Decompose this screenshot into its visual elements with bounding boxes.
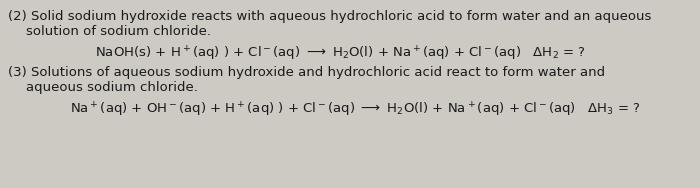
Text: (2) Solid sodium hydroxide reacts with aqueous hydrochloric acid to form water a: (2) Solid sodium hydroxide reacts with a… [8,10,652,23]
Text: aqueous sodium chloride.: aqueous sodium chloride. [26,81,198,94]
Text: Na$^+$(aq) + OH$^-$(aq) + H$^+$(aq) ) + Cl$^-$(aq) $\longrightarrow$ H$_2$O(l) +: Na$^+$(aq) + OH$^-$(aq) + H$^+$(aq) ) + … [70,101,640,119]
Text: NaOH(s) + H$^+$(aq) ) + Cl$^-$(aq) $\longrightarrow$ H$_2$O(l) + Na$^+$(aq) + Cl: NaOH(s) + H$^+$(aq) ) + Cl$^-$(aq) $\lon… [95,45,586,63]
Text: solution of sodium chloride.: solution of sodium chloride. [26,25,211,38]
Text: (3) Solutions of aqueous sodium hydroxide and hydrochloric acid react to form wa: (3) Solutions of aqueous sodium hydroxid… [8,66,605,79]
